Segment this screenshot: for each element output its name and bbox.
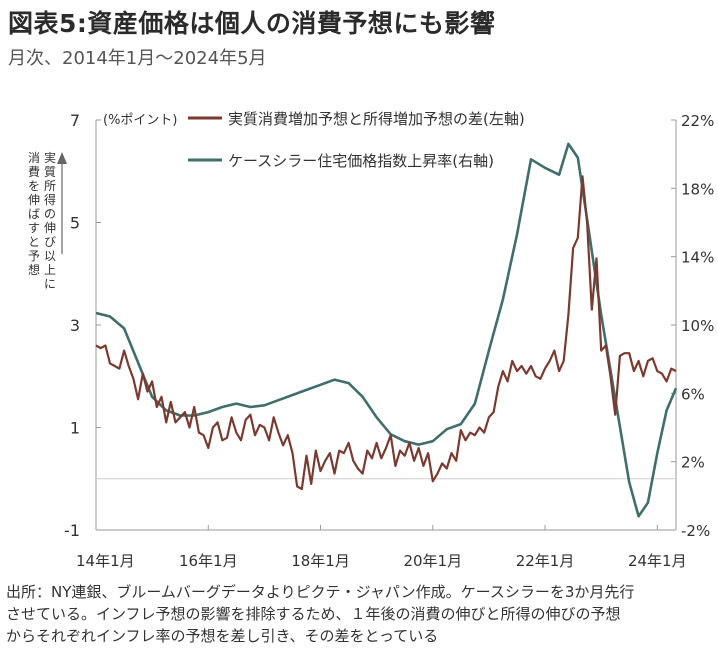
chart-legend: 実質消費増加予想と所得増加予想の差(左軸) ケースシラー住宅価格指数上昇率(右軸) — [188, 110, 525, 170]
annotation-arrow-head — [57, 152, 67, 164]
y-right-tick-label: 14% — [681, 249, 714, 267]
chart-series — [95, 142, 678, 518]
series-line-case-shiller — [95, 142, 678, 518]
y-axis-left-label: (%ポイント) — [103, 113, 178, 128]
y-left-tick-label: 3 — [70, 316, 80, 335]
y-right-tick-label: 18% — [681, 180, 714, 198]
y-left-tick-label: -1 — [64, 521, 80, 540]
x-tick-label: 22年1月 — [516, 552, 575, 570]
y-left-tick-label: 1 — [70, 419, 80, 438]
chart-subtitle: 月次、2014年1月～2024年5月 — [8, 48, 267, 69]
x-tick-label: 18年1月 — [291, 552, 350, 570]
footnote: 出所：NY連銀、ブルームバーグデータよりピクテ・ジャパン作成。ケースシラーを3か… — [6, 581, 712, 647]
x-tick-label: 20年1月 — [403, 552, 462, 570]
y-right-tick-label: -2% — [681, 522, 710, 540]
chart-title: 図表5:資産価格は個人の消費予想にも影響 — [8, 9, 496, 38]
y-right-tick-label: 10% — [681, 317, 714, 335]
x-tick-label: 14年1月 — [76, 552, 135, 570]
y-right-tick-label: 6% — [681, 385, 705, 403]
x-tick-label: 16年1月 — [179, 552, 238, 570]
y-right-tick-label: 22% — [681, 112, 714, 130]
annotation-text-column: 消費を伸ばすと予想 — [28, 151, 40, 277]
series-line-consumption-income-gap — [95, 175, 677, 491]
footnote-line-1: 出所：NY連銀、ブルームバーグデータよりピクテ・ジャパン作成。ケースシラーを3か… — [6, 583, 635, 601]
footnote-line-3: からそれぞれインフレ率の予想を差し引き、その差をとっている — [6, 627, 439, 645]
legend-label: 実質消費増加予想と所得増加予想の差(左軸) — [228, 110, 525, 128]
legend-label: ケースシラー住宅価格指数上昇率(右軸) — [228, 152, 494, 170]
chart-area: -1 1 3 5 7 -2% 2% 6% 10% 14% 18% 22% 14年1月 16年1月 18年1月… — [28, 110, 714, 570]
y-right-tick-label: 2% — [681, 454, 705, 472]
footnote-line-2: させている。インフレ予想の影響を排除するため、１年後の消費の伸びと所得の伸びの予… — [6, 605, 621, 623]
y-left-tick-label: 7 — [70, 111, 80, 130]
x-tick-label: 24年1月 — [628, 552, 687, 570]
annotation-text-column: 実質所得の伸び以上に — [44, 150, 56, 291]
chart-axes: -1 1 3 5 7 -2% 2% 6% 10% 14% 18% 22% 14年1月 16年1月 18年1月… — [64, 111, 714, 570]
y-left-tick-label: 5 — [70, 214, 80, 233]
